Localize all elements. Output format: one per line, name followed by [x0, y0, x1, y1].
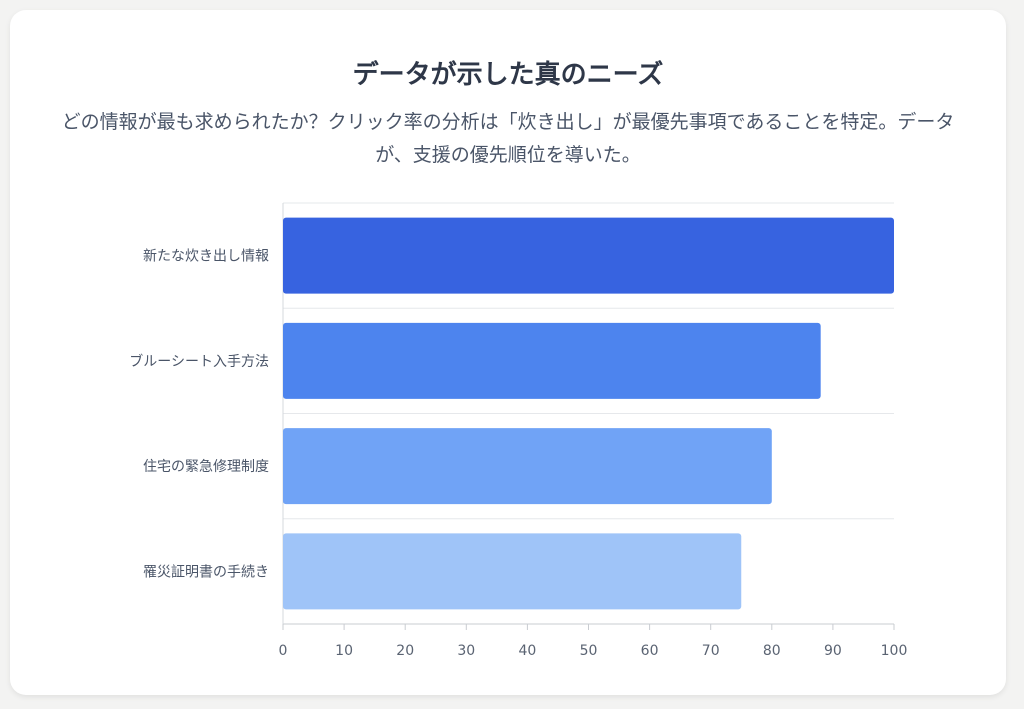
category-label: 住宅の緊急修理制度: [143, 459, 269, 475]
category-label: ブルーシート入手方法: [129, 353, 269, 370]
x-tick-label: 70: [702, 643, 720, 659]
category-label: 新たな炊き出し情報: [143, 249, 269, 265]
bar: [283, 533, 742, 610]
x-tick-label: 80: [763, 643, 781, 659]
x-tick-label: 40: [518, 643, 536, 659]
category-label: 罹災証明書の手続き: [143, 563, 269, 580]
bar: [283, 217, 894, 294]
x-tick-label: 0: [279, 643, 288, 659]
x-tick-label: 90: [824, 643, 842, 659]
x-tick-label: 30: [457, 643, 475, 659]
x-tick-label: 50: [580, 643, 598, 659]
bar: [283, 428, 772, 505]
chart-title: データが示した真のニーズ: [352, 60, 664, 90]
x-tick-label: 20: [396, 643, 414, 659]
x-tick-label: 10: [335, 643, 353, 659]
chart-subtitle: どの情報が最も求められたか？クリック率の分析は「炊き出し」が最優先事項であること…: [61, 111, 955, 166]
bar: [283, 322, 821, 399]
x-tick-label: 100: [881, 643, 908, 659]
x-tick-label: 60: [641, 643, 659, 659]
